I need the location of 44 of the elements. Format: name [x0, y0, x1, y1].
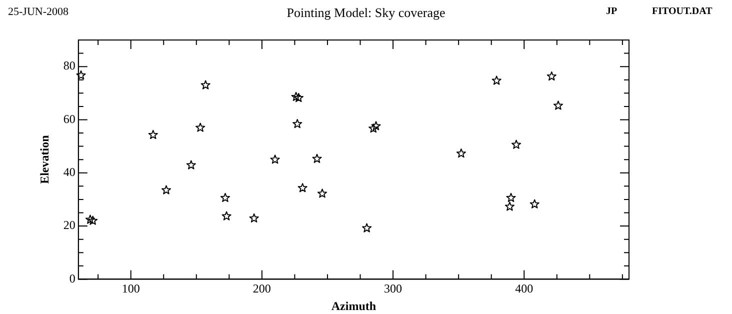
chart-title: Pointing Model: Sky coverage [286, 5, 446, 20]
text: JP [606, 6, 618, 17]
point [294, 92, 304, 102]
point [88, 216, 98, 225]
point [270, 154, 280, 164]
point [161, 185, 172, 194]
x-tick-label: 400 [515, 282, 534, 296]
point [220, 192, 230, 202]
point [196, 122, 206, 132]
point [368, 124, 378, 133]
point [362, 223, 372, 232]
point [312, 154, 322, 163]
x-axis-title: Azimuth [331, 298, 376, 313]
point [298, 183, 308, 192]
x-tick-label: 100 [122, 282, 140, 296]
point [317, 188, 328, 198]
point [148, 130, 158, 140]
point [85, 214, 95, 224]
point [553, 100, 563, 110]
text: 25-JUN-2008 [8, 6, 68, 18]
y-tick-label: 0 [69, 271, 76, 286]
y-axis-title: Elevation [37, 134, 52, 184]
y-tick-label: 40 [63, 165, 76, 180]
y-tick-label: 20 [63, 218, 76, 232]
point [506, 192, 516, 202]
point [530, 199, 540, 208]
point [492, 76, 502, 85]
point [249, 213, 259, 222]
point [546, 71, 556, 81]
point [456, 148, 466, 158]
point [292, 118, 302, 128]
point [291, 92, 301, 102]
point [371, 121, 381, 130]
y-tick-label: 60 [63, 112, 76, 126]
point [186, 160, 196, 170]
point [511, 140, 522, 149]
point [76, 70, 86, 80]
point [504, 202, 514, 211]
x-tick-label: 200 [252, 282, 271, 296]
point [222, 211, 232, 220]
text: FITOUT.DAT [652, 6, 712, 17]
point [200, 80, 210, 90]
y-tick-label: 80 [63, 58, 76, 73]
x-tick-label: 300 [384, 282, 402, 296]
